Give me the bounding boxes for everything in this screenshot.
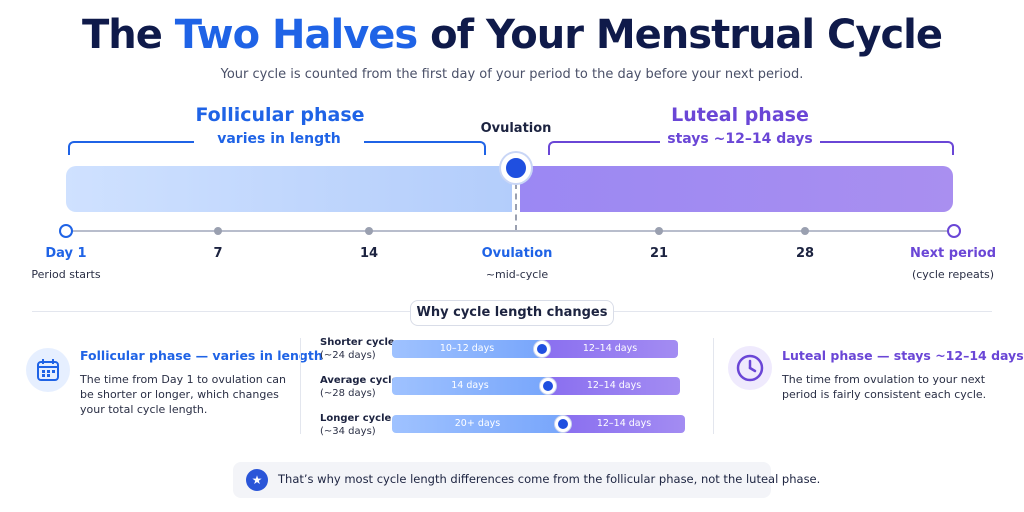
row-longer-ovulation-dot xyxy=(555,416,571,432)
footer-note xyxy=(233,462,771,498)
star-icon: ★ xyxy=(246,469,268,491)
row-label-shorter: Shorter cycle xyxy=(320,337,395,348)
ovulation-dashed-line xyxy=(515,183,517,231)
luteal-title: Luteal phase xyxy=(671,104,809,126)
left-card-body: The time from Day 1 to ovulation can be … xyxy=(80,373,286,416)
section-title-pill: Why cycle length changes xyxy=(410,300,614,326)
right-card-body: The time from ovulation to your next per… xyxy=(782,373,987,401)
timeline-tick-14 xyxy=(365,227,373,235)
page-title: The Two Halves of Your Menstrual Cycle xyxy=(81,12,943,58)
left-card-title: Follicular phase — varies in length xyxy=(80,348,323,363)
row-sub-shorter: (~24 days) xyxy=(320,350,376,361)
label-14: 14 xyxy=(359,246,379,261)
title-highlight: Two Halves xyxy=(174,12,418,58)
label-next-period: Next period xyxy=(909,246,997,261)
luteal-subtitle: stays ~12–14 days xyxy=(660,131,820,147)
row-longer-follicular: 20+ days xyxy=(392,415,563,433)
row-longer-luteal: 12–14 days xyxy=(563,415,685,433)
ovulation-marker xyxy=(501,153,531,183)
timeline-tick-21 xyxy=(655,227,663,235)
footer-note-text: That’s why most cycle length differences… xyxy=(278,472,821,486)
follicular-subtitle: varies in length xyxy=(194,131,364,147)
row-sub-average: (~28 days) xyxy=(320,388,376,399)
luteal-bar xyxy=(520,166,953,212)
timeline-tick-28 xyxy=(801,227,809,235)
right-card-title: Luteal phase — stays ~12–14 days xyxy=(782,348,1024,363)
label-21: 21 xyxy=(649,246,669,261)
follicular-bar xyxy=(66,166,512,212)
label-day1: Day 1 xyxy=(45,246,87,261)
label-28: 28 xyxy=(795,246,815,261)
row-average-follicular: 14 days xyxy=(392,377,548,395)
row-shorter-ovulation-dot xyxy=(534,341,550,357)
label-mid-cycle: ~mid-cycle xyxy=(485,268,549,281)
timeline-start-marker xyxy=(59,224,73,238)
timeline-axis xyxy=(66,230,954,232)
right-card-icon-bg xyxy=(728,346,772,390)
follicular-title: Follicular phase xyxy=(195,104,365,126)
row-average-luteal: 12–14 days xyxy=(548,377,680,395)
right-separator xyxy=(713,338,714,434)
calendar-icon xyxy=(37,359,59,381)
row-label-longer: Longer cycle xyxy=(320,413,392,424)
row-label-average: Average cycle xyxy=(320,375,399,386)
label-cycle-repeats: (cycle repeats) xyxy=(911,268,995,281)
row-shorter-follicular: 10–12 days xyxy=(392,340,542,358)
label-period-starts: Period starts xyxy=(31,268,101,281)
clock-icon xyxy=(736,354,764,382)
timeline-tick-7 xyxy=(214,227,222,235)
label-7: 7 xyxy=(213,246,223,261)
page-subtitle: Your cycle is counted from the first day… xyxy=(220,67,804,82)
label-ovulation: Ovulation xyxy=(481,246,553,261)
left-card-icon-bg xyxy=(26,348,70,392)
left-separator xyxy=(300,338,301,434)
ovulation-header: Ovulation xyxy=(480,121,552,136)
timeline-end-marker xyxy=(947,224,961,238)
row-sub-longer: (~34 days) xyxy=(320,426,376,437)
row-shorter-luteal: 12–14 days xyxy=(542,340,678,358)
row-average-ovulation-dot xyxy=(540,378,556,394)
